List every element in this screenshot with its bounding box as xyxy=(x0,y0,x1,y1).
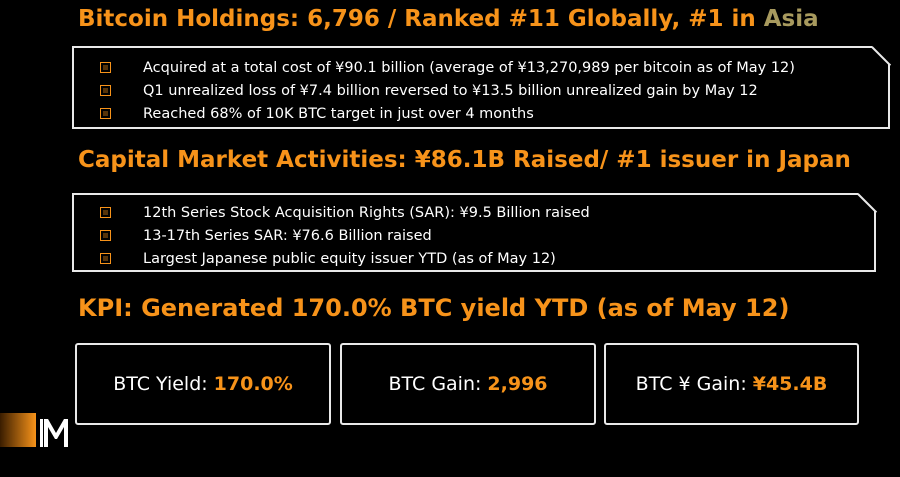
list-item: Q1 unrealized loss of ¥7.4 billion rever… xyxy=(100,79,795,102)
bitcoin-holdings-heading-text: Bitcoin Holdings: 6,796 / Ranked #11 Glo… xyxy=(78,6,764,32)
btc-yen-gain-card: BTC ¥ Gain: ¥45.4B xyxy=(604,343,859,425)
btc-gain-card: BTC Gain: 2,996 xyxy=(340,343,596,425)
checkbox-bullet-icon xyxy=(100,85,111,96)
btc-yen-gain-value: ¥45.4B xyxy=(752,373,828,395)
capital-market-list: 12th Series Stock Acquisition Rights (SA… xyxy=(100,201,590,270)
btc-yield-card: BTC Yield: 170.0% xyxy=(75,343,331,425)
btc-gain-value: 2,996 xyxy=(487,373,548,395)
list-item-text: 12th Series Stock Acquisition Rights (SA… xyxy=(143,204,590,221)
list-item-text: Reached 68% of 10K BTC target in just ov… xyxy=(143,105,534,122)
bitcoin-holdings-heading-accent: Asia xyxy=(763,6,819,32)
capital-market-heading: Capital Market Activities: ¥86.1B Raised… xyxy=(78,147,851,173)
btc-yield-value: 170.0% xyxy=(213,373,293,395)
list-item: 13-17th Series SAR: ¥76.6 Billion raised xyxy=(100,224,590,247)
kpi-heading: KPI: Generated 170.0% BTC yield YTD (as … xyxy=(78,294,790,322)
btc-gain-label: BTC Gain: xyxy=(388,373,482,395)
list-item-text: Largest Japanese public equity issuer YT… xyxy=(143,250,556,267)
metaplanet-m-logo-icon xyxy=(0,413,68,447)
list-item-text: Q1 unrealized loss of ¥7.4 billion rever… xyxy=(143,82,758,99)
btc-yen-gain-label: BTC ¥ Gain: xyxy=(635,373,747,395)
list-item: Largest Japanese public equity issuer YT… xyxy=(100,247,590,270)
bitcoin-holdings-heading: Bitcoin Holdings: 6,796 / Ranked #11 Glo… xyxy=(78,6,819,32)
bitcoin-holdings-panel: Acquired at a total cost of ¥90.1 billio… xyxy=(72,46,890,129)
checkbox-bullet-icon xyxy=(100,207,111,218)
list-item-text: 13-17th Series SAR: ¥76.6 Billion raised xyxy=(143,227,432,244)
checkbox-bullet-icon xyxy=(100,108,111,119)
list-item: 12th Series Stock Acquisition Rights (SA… xyxy=(100,201,590,224)
capital-market-panel: 12th Series Stock Acquisition Rights (SA… xyxy=(72,193,876,272)
list-item: Reached 68% of 10K BTC target in just ov… xyxy=(100,102,795,125)
list-item: Acquired at a total cost of ¥90.1 billio… xyxy=(100,56,795,79)
bitcoin-holdings-list: Acquired at a total cost of ¥90.1 billio… xyxy=(100,56,795,125)
checkbox-bullet-icon xyxy=(100,230,111,241)
checkbox-bullet-icon xyxy=(100,253,111,264)
checkbox-bullet-icon xyxy=(100,62,111,73)
list-item-text: Acquired at a total cost of ¥90.1 billio… xyxy=(143,59,795,76)
btc-yield-label: BTC Yield: xyxy=(113,373,208,395)
